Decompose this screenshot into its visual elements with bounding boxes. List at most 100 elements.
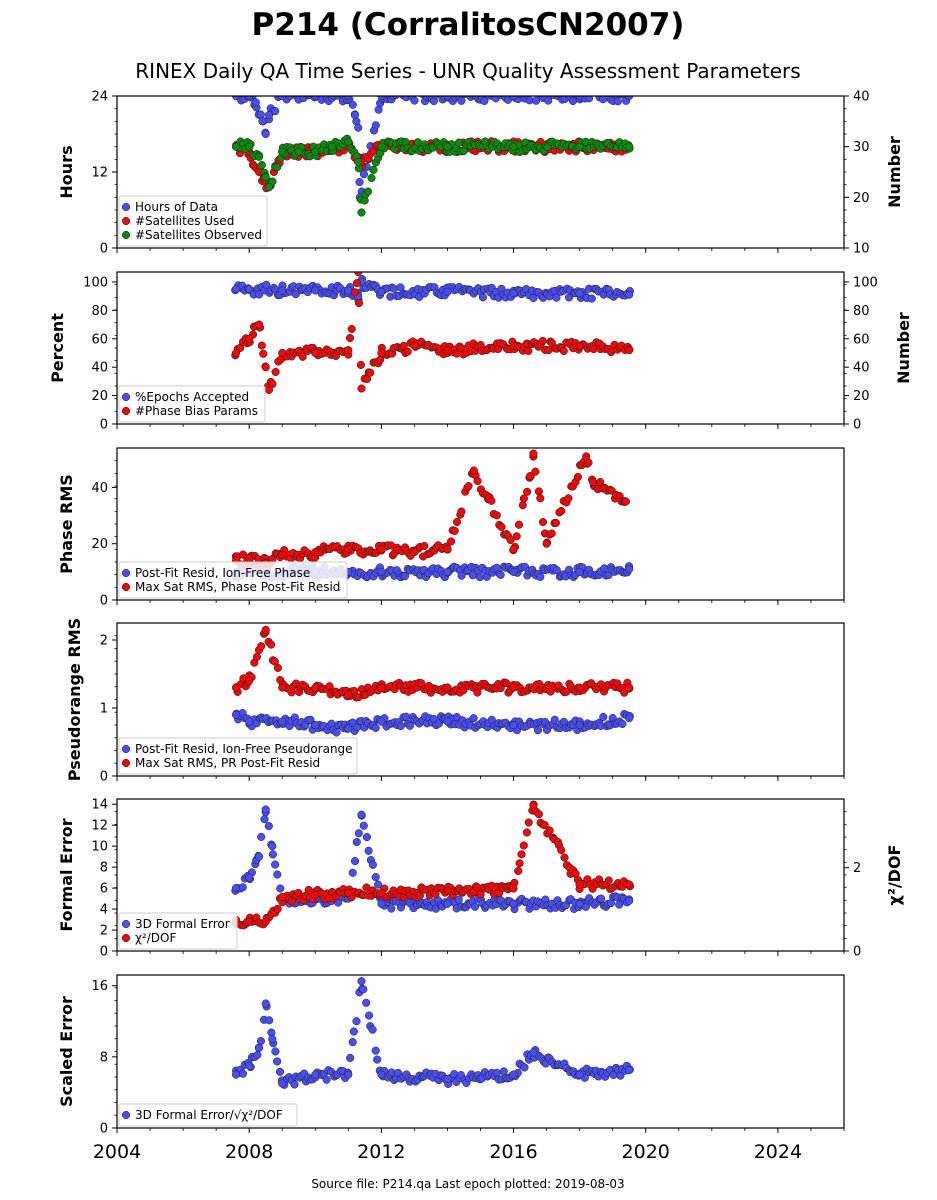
data-point xyxy=(260,815,269,824)
data-point xyxy=(278,286,287,295)
y-right-tick-label: 0 xyxy=(853,418,861,433)
data-point xyxy=(322,1075,331,1084)
data-point xyxy=(359,985,368,994)
data-point xyxy=(371,723,380,732)
data-point xyxy=(560,853,569,862)
data-point xyxy=(261,173,270,182)
y-axis-label: Formal Error xyxy=(57,818,76,931)
data-point xyxy=(492,511,501,520)
data-point xyxy=(625,714,634,723)
data-point xyxy=(271,107,280,116)
legend: Hours of Data#Satellites Used#Satellites… xyxy=(118,195,268,247)
data-point xyxy=(625,880,634,889)
data-point xyxy=(509,899,518,908)
data-point xyxy=(478,293,488,302)
x-tick-label: 2016 xyxy=(489,1141,537,1163)
series-1-3 xyxy=(231,134,634,217)
data-point xyxy=(470,902,480,911)
data-point xyxy=(344,690,353,699)
data-point xyxy=(371,873,380,882)
data-point xyxy=(311,96,320,101)
data-point xyxy=(552,566,561,575)
y-tick-label: 0 xyxy=(100,594,108,609)
y-right-tick-label: 20 xyxy=(853,191,870,206)
series-2-2 xyxy=(231,272,634,394)
series-5-2 xyxy=(231,800,635,930)
data-point xyxy=(367,173,376,183)
data-point xyxy=(575,880,584,889)
data-point xyxy=(542,539,551,548)
data-point xyxy=(625,88,633,96)
data-point xyxy=(273,163,282,172)
plot-area xyxy=(231,272,634,394)
series-3-2 xyxy=(231,449,630,570)
legend-label: Post-Fit Resid, Ion-Free Pseudorange xyxy=(135,742,353,756)
legend-label: #Phase Bias Params xyxy=(135,404,258,418)
data-point xyxy=(575,96,584,101)
data-point xyxy=(238,883,247,892)
data-point xyxy=(359,821,368,830)
data-point xyxy=(625,896,634,905)
data-point xyxy=(457,96,466,105)
data-point xyxy=(400,572,410,581)
data-point xyxy=(509,96,518,101)
series-6-1 xyxy=(231,977,634,1089)
data-point xyxy=(538,336,547,345)
legend-label: %Epochs Accepted xyxy=(135,390,249,404)
data-point xyxy=(268,850,277,859)
data-point xyxy=(536,494,545,503)
data-point xyxy=(536,572,545,581)
y-tick-label: 10 xyxy=(91,840,108,855)
data-point xyxy=(480,96,489,105)
y-right-axis-label: Number xyxy=(885,136,904,208)
data-point xyxy=(497,522,506,531)
data-point xyxy=(469,714,478,723)
data-point xyxy=(290,1080,299,1089)
data-point xyxy=(257,341,266,350)
data-point xyxy=(443,717,452,726)
data-point xyxy=(354,299,364,308)
y-tick-label: 12 xyxy=(91,819,108,834)
data-point xyxy=(547,529,556,538)
data-point xyxy=(473,476,482,486)
x-tick-label: 2024 xyxy=(754,1141,802,1163)
data-point xyxy=(392,96,401,100)
data-point xyxy=(356,360,365,369)
data-point xyxy=(387,904,396,913)
data-point xyxy=(278,550,287,560)
legend-marker xyxy=(121,216,131,226)
data-point xyxy=(278,717,287,726)
data-point xyxy=(396,722,405,731)
data-point xyxy=(557,506,566,515)
data-point xyxy=(363,187,373,196)
y-right-tick-label: 100 xyxy=(853,275,878,290)
x-tick-label: 2004 xyxy=(93,1141,141,1163)
data-point xyxy=(514,866,523,876)
data-point xyxy=(589,345,598,354)
data-point xyxy=(599,712,608,722)
data-point xyxy=(457,507,466,516)
data-point xyxy=(377,899,386,908)
data-point xyxy=(278,1079,287,1088)
data-point xyxy=(369,165,378,174)
legend: Post-Fit Resid, Ion-Free PseudorangeMax … xyxy=(118,737,358,775)
data-point xyxy=(431,96,440,100)
data-point xyxy=(420,541,429,551)
data-point xyxy=(255,852,264,861)
data-point xyxy=(231,683,241,692)
data-point xyxy=(587,294,596,303)
data-point xyxy=(231,284,241,294)
data-point xyxy=(487,496,496,505)
legend-marker xyxy=(121,758,131,768)
data-point xyxy=(506,535,515,545)
data-point xyxy=(344,96,353,101)
data-point xyxy=(311,348,320,358)
y-tick-label: 2 xyxy=(100,924,108,939)
data-point xyxy=(575,142,584,151)
data-point xyxy=(377,1070,386,1079)
data-point xyxy=(257,832,266,841)
data-point xyxy=(251,98,260,107)
data-point xyxy=(625,346,634,355)
data-point xyxy=(522,828,531,837)
